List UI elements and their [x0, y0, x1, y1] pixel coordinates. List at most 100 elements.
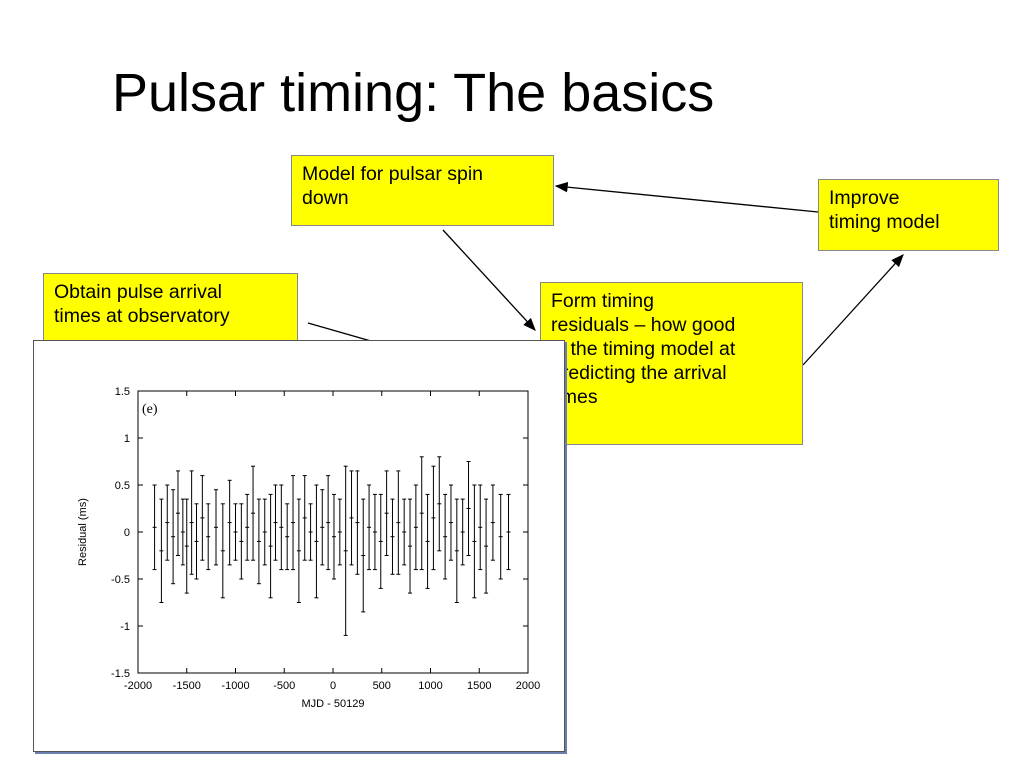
x-tick-label: -500	[273, 680, 295, 692]
node-box: Form timing residuals – how good is the ti…	[540, 282, 803, 445]
node-text: timing model	[829, 211, 940, 233]
error-bar	[402, 498, 407, 566]
error-bar	[472, 484, 477, 599]
error-bar	[498, 493, 503, 580]
error-bar	[159, 498, 164, 603]
error-bar	[239, 503, 244, 580]
error-bar	[302, 475, 307, 561]
error-bar	[460, 498, 465, 566]
error-bar	[180, 498, 185, 566]
x-tick-label: 0	[330, 680, 336, 692]
node-box: Improve timing model	[818, 179, 999, 251]
error-bar	[152, 484, 157, 571]
error-bar	[448, 484, 453, 561]
x-tick-label: -1500	[173, 680, 201, 692]
x-tick-label: 1500	[467, 680, 491, 692]
arrow	[802, 254, 904, 366]
error-bar	[326, 475, 331, 571]
slide-title: Pulsar timing: The basics	[112, 63, 715, 123]
error-bar	[189, 470, 194, 575]
node-text: residuals – how good	[551, 314, 736, 336]
error-bar	[478, 484, 483, 571]
x-tick-label: -1000	[221, 680, 249, 692]
error-bar	[343, 465, 348, 636]
error-bar	[361, 498, 366, 613]
y-axis-label: Residual (ms)	[77, 498, 89, 566]
error-bar	[165, 484, 170, 561]
x-tick-label: 1000	[418, 680, 442, 692]
arrow	[442, 229, 536, 331]
y-tick-label: 1.5	[115, 386, 130, 398]
error-bar	[273, 484, 278, 561]
error-bar	[506, 493, 511, 571]
error-bar	[390, 498, 395, 575]
error-bar	[184, 498, 189, 594]
error-bar	[268, 493, 273, 599]
residual-plot: -2000 -1500 -1000 -500 0 500 1000 1500 2000 -1.5 -…	[77, 386, 540, 710]
y-tick-label: -1.5	[111, 668, 130, 680]
node-text: Form timing	[551, 290, 654, 312]
error-bar	[384, 470, 389, 556]
error-bar	[413, 484, 418, 571]
y-tick-label: -1	[120, 621, 130, 633]
error-bar	[214, 489, 218, 566]
error-bar	[431, 465, 436, 571]
node-text: is the timing model at	[551, 338, 736, 360]
error-bar	[443, 493, 448, 580]
error-bar	[296, 498, 301, 603]
error-bar	[454, 498, 459, 603]
error-bar	[320, 489, 325, 566]
x-tick-label: -2000	[124, 680, 152, 692]
y-tick-label: 1	[124, 433, 130, 445]
error-bar	[349, 470, 354, 566]
error-bar	[308, 503, 313, 561]
error-bar	[314, 484, 319, 599]
error-bar	[337, 498, 342, 566]
y-tick-label: -0.5	[111, 574, 130, 586]
error-bar	[262, 498, 267, 566]
error-bar	[194, 503, 199, 580]
error-bar	[367, 484, 372, 571]
error-bar	[408, 498, 413, 594]
node-box: Model for pulsar spin down	[291, 155, 554, 226]
error-bar	[378, 493, 383, 589]
error-bar	[419, 456, 424, 571]
error-bar	[171, 489, 176, 585]
error-bar	[484, 498, 489, 594]
x-axis-label: MJD - 50129	[302, 698, 365, 710]
error-bar	[372, 493, 377, 571]
error-bar	[355, 470, 360, 575]
error-bar	[245, 493, 250, 561]
node-text: Model for pulsar spin	[302, 163, 484, 185]
error-bar	[251, 465, 256, 561]
error-bar	[490, 484, 495, 561]
arrow	[554, 181, 819, 213]
node-box: Obtain pulse arrival times at observatory	[43, 273, 298, 348]
node-text: down	[302, 187, 349, 209]
error-bar	[396, 470, 401, 575]
error-bar	[206, 503, 211, 571]
y-tick-label: 0	[124, 527, 130, 539]
node-text: predicting the arrival	[551, 362, 727, 384]
error-bar	[279, 484, 284, 571]
error-bar	[233, 503, 238, 561]
node-text: Obtain pulse arrival	[54, 281, 222, 303]
node-text: Improve	[829, 187, 900, 209]
x-tick-label: 500	[373, 680, 391, 692]
node-text: times	[551, 386, 598, 408]
error-bar	[331, 493, 336, 580]
plot-panel: -2000 -1500 -1000 -500 0 500 1000 1500 2000 -1.5 -…	[33, 340, 565, 752]
error-bar	[437, 456, 442, 552]
error-bar	[227, 479, 232, 566]
error-bar	[466, 461, 471, 556]
error-bar	[256, 498, 261, 585]
annotation: (e)	[142, 402, 158, 417]
error-bar	[291, 475, 296, 571]
error-bar	[220, 503, 225, 599]
y-tick-label: 0.5	[115, 480, 130, 492]
x-tick-label: 2000	[516, 680, 540, 692]
error-bar	[175, 470, 180, 556]
node-text: times at observatory	[54, 305, 230, 327]
